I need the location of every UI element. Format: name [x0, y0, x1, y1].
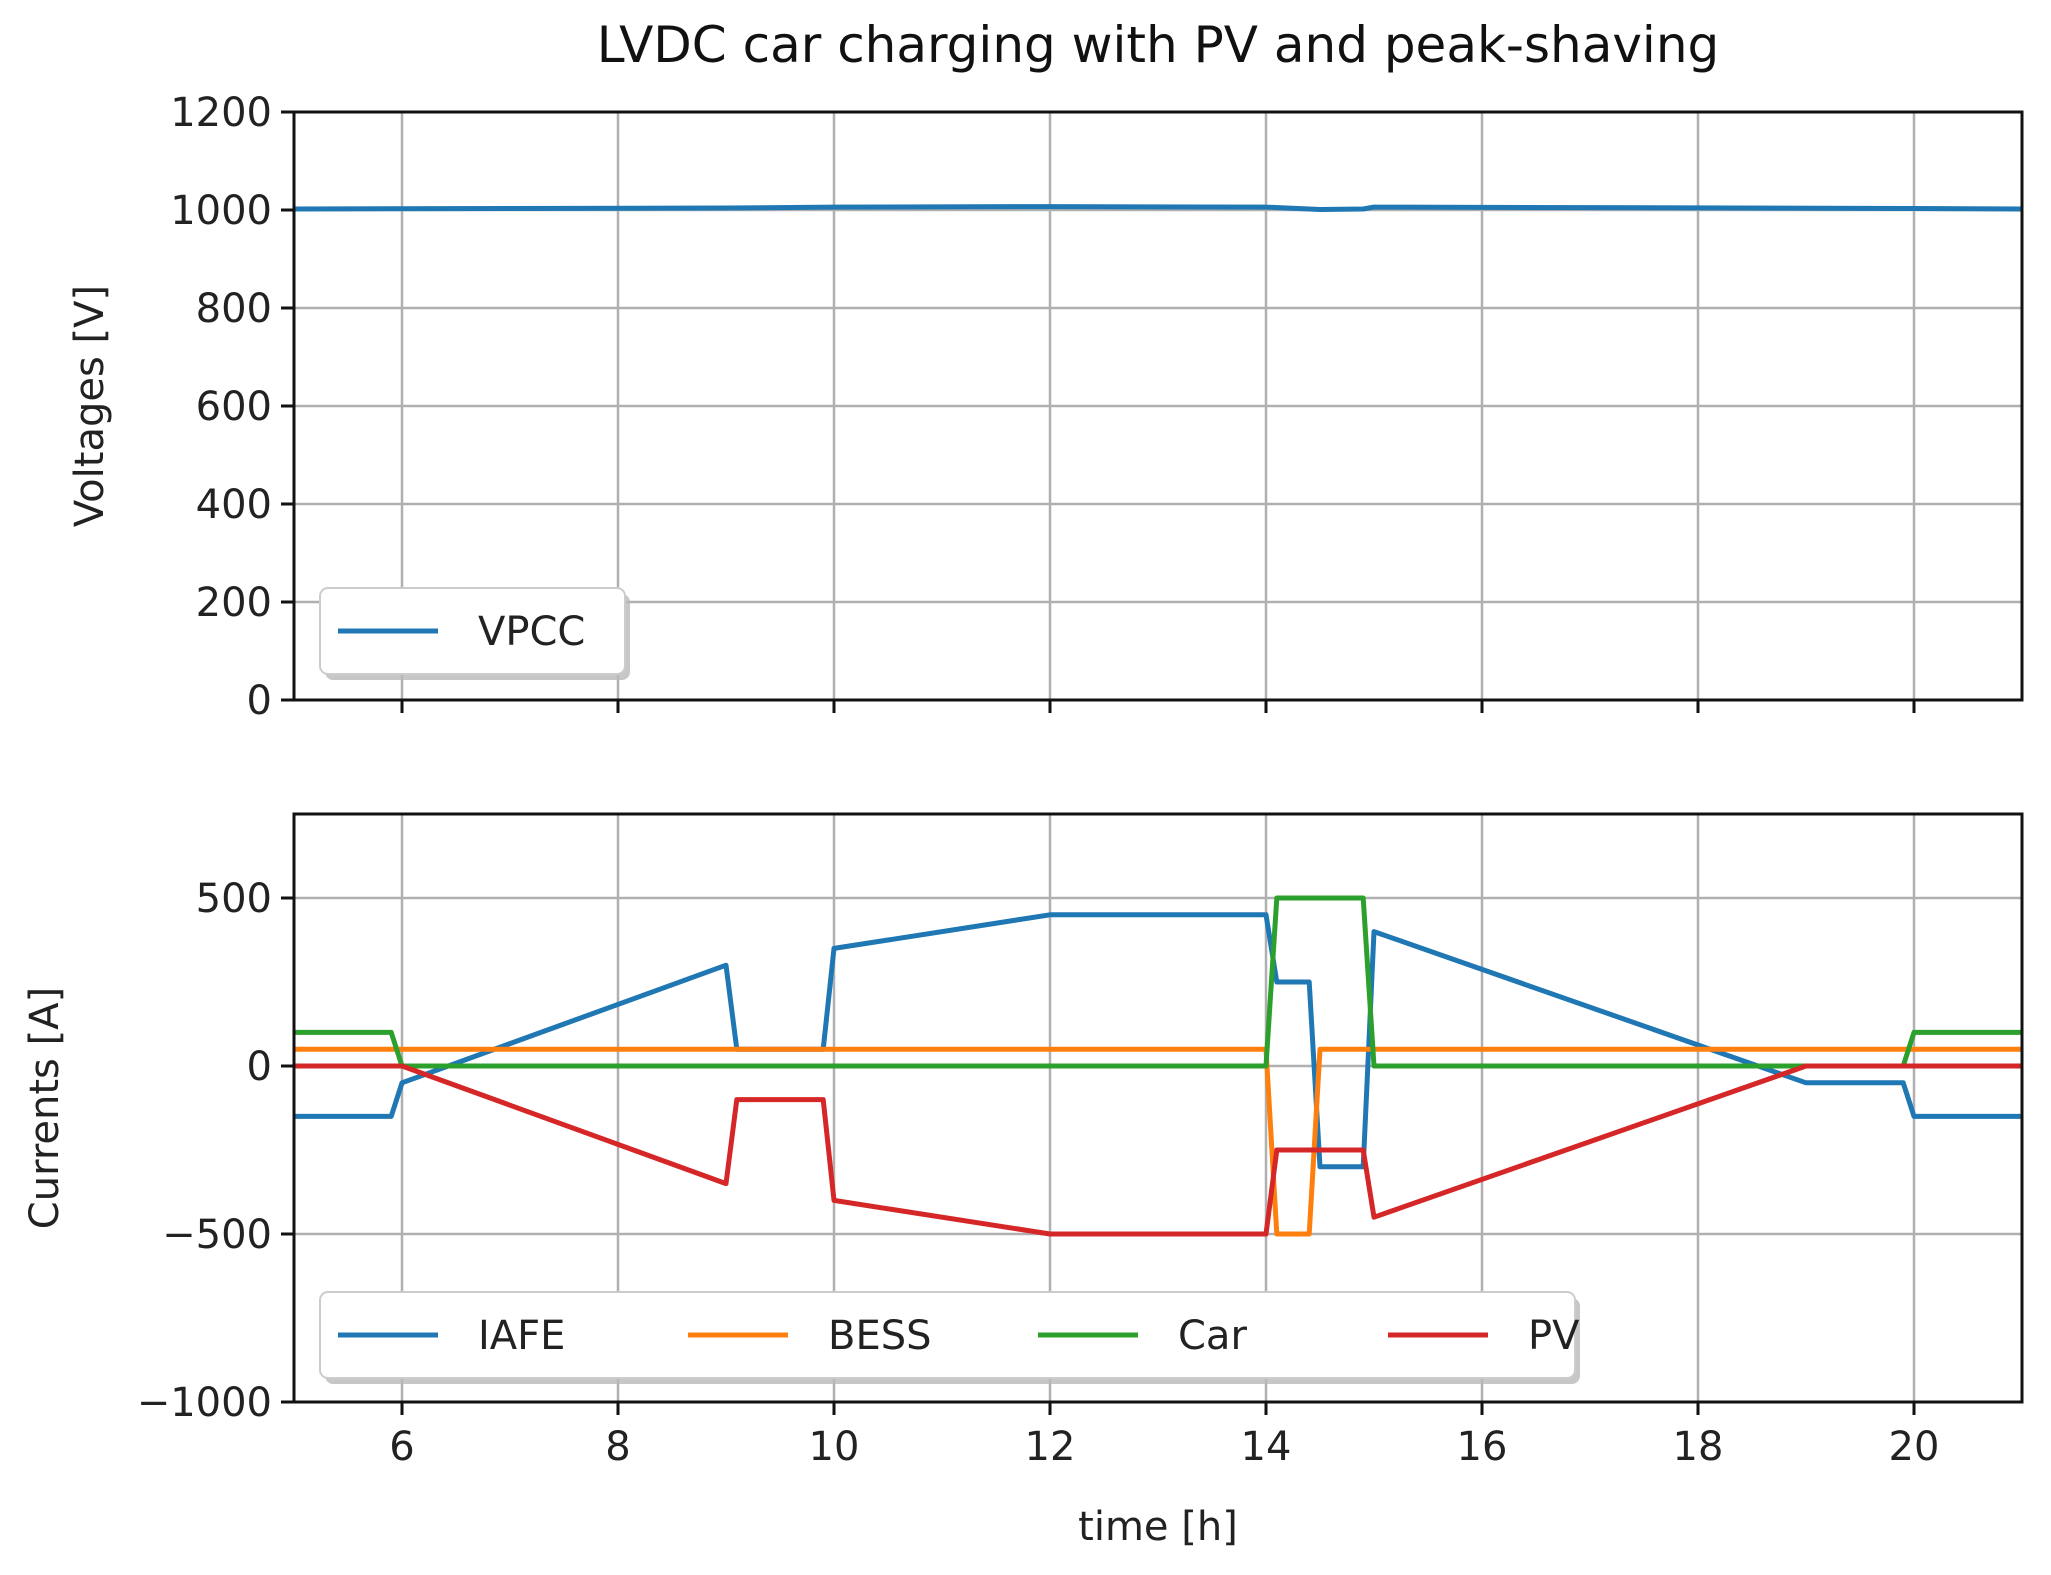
legend-label-iafe: IAFE	[478, 1313, 565, 1359]
x-tick-label: 12	[1025, 1424, 1076, 1470]
chart-title: LVDC car charging with PV and peak-shavi…	[597, 16, 1720, 74]
series-line-vpcc	[294, 204, 2022, 212]
legend: VPCC	[319, 587, 630, 680]
x-tick-label: 8	[605, 1424, 630, 1470]
plot-frame	[292, 812, 2024, 1404]
y-tick-label: 400	[196, 482, 272, 528]
y-tick-label: 800	[196, 286, 272, 332]
x-tick-label: 6	[389, 1424, 414, 1470]
x-tick-label: 20	[1889, 1424, 1940, 1470]
x-axis-label: time [h]	[1078, 1504, 1238, 1550]
legend-label-vpcc: VPCC	[478, 609, 585, 655]
legend-label-car: Car	[1178, 1313, 1247, 1359]
x-tick-label: 18	[1673, 1424, 1724, 1470]
plot-frame	[292, 110, 2024, 702]
series-line-bess	[294, 1046, 2022, 1237]
y-tick-label: 1200	[170, 90, 272, 136]
x-tick-label: 14	[1241, 1424, 1292, 1470]
legend-box	[319, 587, 626, 675]
y-tick-label: 0	[247, 678, 272, 724]
voltage-panel: 0 200 400 600 800 1000 1200 Voltages [V] VPCC	[67, 90, 2024, 724]
y-tick-label: 0	[247, 1044, 272, 1090]
y-tick-label: −1000	[137, 1380, 272, 1426]
legend-label-bess: BESS	[828, 1313, 932, 1359]
y-tick-label: 1000	[170, 188, 272, 234]
y-tick-label: −500	[162, 1212, 272, 1258]
x-tick-label: 16	[1457, 1424, 1508, 1470]
series-line-pv	[294, 1063, 2022, 1237]
x-tick-label: 10	[809, 1424, 860, 1470]
current-panel: 6 8 10 12 14 16 18 20 −1000 −500 0 500 Currents [A] I…	[22, 812, 2024, 1470]
y-axis-label: Currents [A]	[22, 987, 68, 1229]
y-tick-label: 200	[196, 580, 272, 626]
y-tick-label: 500	[196, 876, 272, 922]
legend-box	[319, 1291, 1576, 1379]
y-tick-label: 600	[196, 384, 272, 430]
legend: IAFE BESS Car PV	[319, 1291, 1580, 1384]
legend-label-pv: PV	[1528, 1313, 1580, 1359]
y-axis-label: Voltages [V]	[67, 285, 113, 527]
series-line-car	[294, 895, 2022, 1069]
